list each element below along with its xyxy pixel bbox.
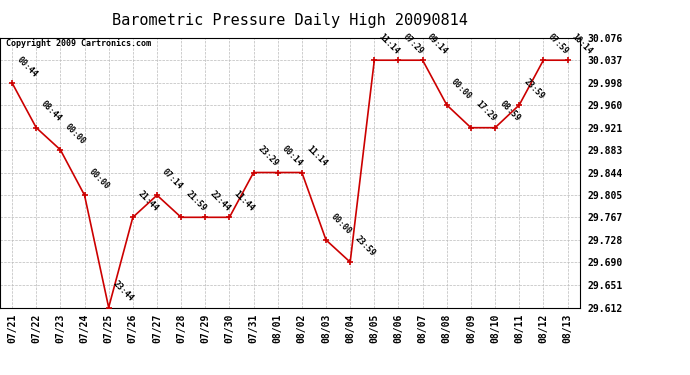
Text: 00:00: 00:00 [329, 212, 353, 236]
Text: 21:44: 21:44 [136, 189, 159, 213]
Text: 07:14: 07:14 [160, 167, 184, 191]
Text: 21:59: 21:59 [184, 189, 208, 213]
Text: 23:29: 23:29 [257, 144, 280, 168]
Text: 23:59: 23:59 [522, 77, 546, 101]
Text: 23:44: 23:44 [112, 279, 135, 303]
Text: Barometric Pressure Daily High 20090814: Barometric Pressure Daily High 20090814 [112, 13, 468, 28]
Text: 09:14: 09:14 [426, 32, 449, 56]
Text: 00:00: 00:00 [450, 77, 473, 101]
Text: 11:14: 11:14 [305, 144, 328, 168]
Text: 00:44: 00:44 [15, 55, 39, 79]
Text: 11:14: 11:14 [377, 32, 401, 56]
Text: 11:44: 11:44 [233, 189, 256, 213]
Text: 17:29: 17:29 [474, 99, 497, 123]
Text: 10:14: 10:14 [571, 32, 594, 56]
Text: 07:59: 07:59 [546, 32, 570, 56]
Text: 08:44: 08:44 [39, 99, 63, 123]
Text: Copyright 2009 Cartronics.com: Copyright 2009 Cartronics.com [6, 39, 151, 48]
Text: 00:00: 00:00 [88, 167, 111, 191]
Text: 23:59: 23:59 [353, 234, 377, 258]
Text: 00:00: 00:00 [63, 122, 87, 146]
Text: 07:29: 07:29 [402, 32, 425, 56]
Text: 00:14: 00:14 [281, 144, 304, 168]
Text: 22:44: 22:44 [208, 189, 232, 213]
Text: 08:59: 08:59 [498, 99, 522, 123]
